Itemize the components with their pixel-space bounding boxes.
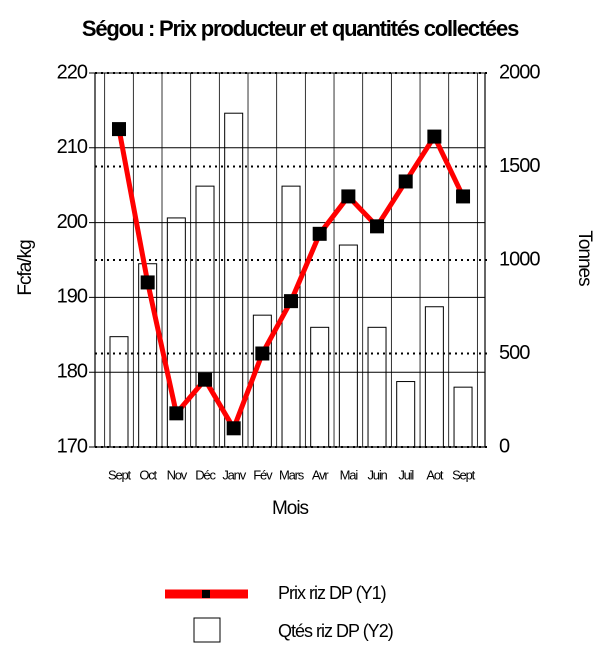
marker <box>198 372 213 387</box>
legend-swatch <box>193 617 221 643</box>
x-tick-label: Sept <box>108 467 132 482</box>
bar <box>310 326 330 448</box>
marker <box>226 421 241 436</box>
marker <box>341 189 356 204</box>
marker <box>456 189 471 204</box>
x-tick-label: Mai <box>340 467 359 482</box>
marker <box>169 406 184 421</box>
x-axis-label: Mois <box>272 498 309 519</box>
bar <box>252 314 272 448</box>
x-tick-label: Fév <box>253 467 273 482</box>
y-tick-label: 220 <box>57 61 88 83</box>
y2-tick-label: 1000 <box>499 248 540 270</box>
marker <box>255 346 270 361</box>
x-tick-label: Déc <box>195 467 216 482</box>
bar <box>453 386 473 448</box>
chart-title: Ségou : Prix producteur et quantités col… <box>82 16 519 41</box>
x-tick-label: Oct <box>139 467 157 482</box>
x-tick-label: Juin <box>367 467 387 482</box>
x-tick-label: Janv <box>222 467 246 482</box>
y2-axis-label: Tonnes <box>574 230 595 286</box>
legend-label: Prix riz DP (Y1) <box>278 583 386 603</box>
bar <box>424 306 444 448</box>
y-tick-label: 180 <box>57 360 88 382</box>
bar <box>224 112 244 448</box>
bar <box>195 185 215 448</box>
y-tick-label: 210 <box>57 136 88 158</box>
y2-tick-label: 1500 <box>499 155 540 177</box>
marker <box>140 275 155 290</box>
marker <box>370 219 385 234</box>
x-tick-label: Avr <box>312 467 330 482</box>
y-tick-label: 190 <box>57 286 88 308</box>
y2-tick-label: 2000 <box>499 61 540 83</box>
y2-tick-label: 500 <box>499 342 530 364</box>
marker <box>398 174 413 189</box>
x-tick-label: Mars <box>279 467 305 482</box>
marker <box>427 129 442 144</box>
y2-tick-label: 0 <box>499 435 510 457</box>
x-tick-label: Sept <box>452 467 476 482</box>
y-tick-label: 170 <box>57 435 88 457</box>
y-tick-label: 200 <box>57 211 88 233</box>
y-axis-label: Fcfa/kg <box>15 240 36 296</box>
x-tick-label: Nov <box>167 467 188 482</box>
x-tick-label: Aot <box>426 467 444 482</box>
marker <box>284 294 299 309</box>
marker <box>112 122 126 137</box>
bar <box>367 326 387 448</box>
bar <box>396 381 416 448</box>
legend-marker <box>202 590 210 598</box>
bar <box>338 244 358 448</box>
x-tick-label: Juil <box>398 467 414 482</box>
marker <box>312 226 327 241</box>
legend-label: Qtés riz DP (Y2) <box>278 621 393 641</box>
